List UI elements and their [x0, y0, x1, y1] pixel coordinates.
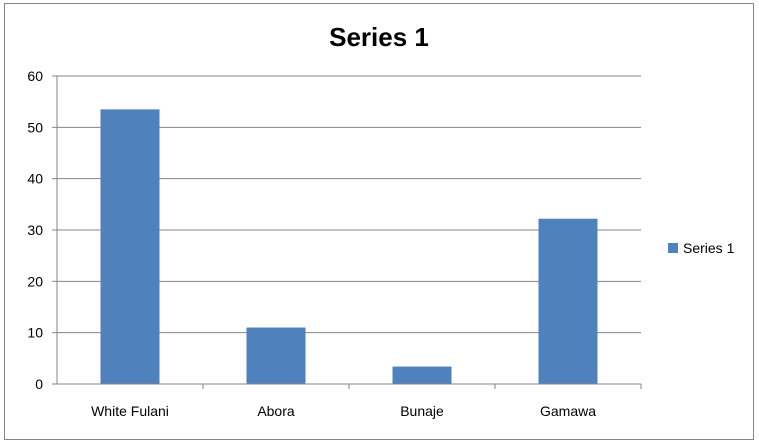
x-tick-label: Abora	[257, 403, 295, 419]
y-tick-label: 10	[27, 325, 43, 341]
bar	[392, 366, 452, 384]
bar	[100, 109, 160, 384]
bar	[538, 218, 598, 384]
chart-title: Series 1	[329, 22, 429, 52]
y-tick-label: 30	[27, 222, 43, 238]
y-tick-label: 60	[27, 68, 43, 84]
legend-label: Series 1	[683, 240, 735, 256]
x-tick-label: Bunaje	[400, 403, 444, 419]
x-tick-label: White Fulani	[91, 403, 169, 419]
legend: Series 1	[668, 240, 735, 256]
y-tick-label: 50	[27, 119, 43, 135]
legend-swatch	[668, 243, 678, 253]
x-axis-ticks: White Fulani Abora Bunaje Gamawa	[91, 384, 642, 419]
y-axis-ticks: 0 10 20 30 40 50 60	[27, 68, 57, 392]
bars	[100, 109, 598, 384]
bar	[246, 327, 306, 384]
x-tick-label: Gamawa	[540, 403, 596, 419]
y-tick-label: 0	[35, 376, 43, 392]
y-tick-label: 20	[27, 273, 43, 289]
y-tick-label: 40	[27, 171, 43, 187]
